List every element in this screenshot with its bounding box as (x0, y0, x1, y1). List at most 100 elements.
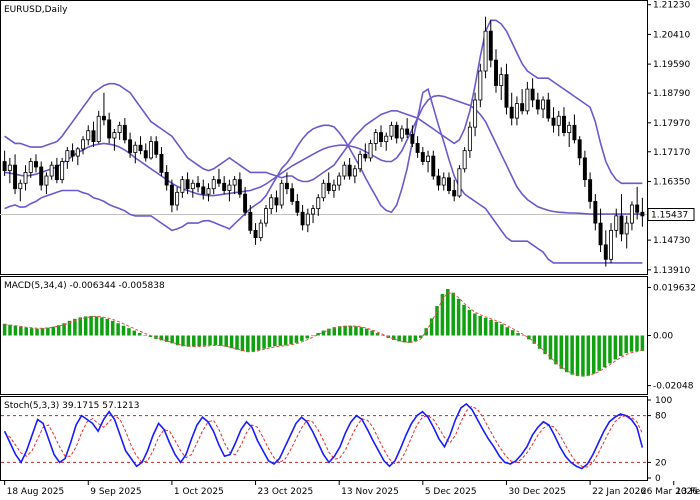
macd-bar (602, 335, 607, 368)
macd-tick-label: -0.02048 (653, 382, 694, 392)
macd-bar (575, 335, 580, 377)
candle-body (494, 59, 498, 86)
candle-body (128, 139, 133, 153)
candle (363, 143, 368, 162)
candle-body (373, 132, 378, 144)
candle (54, 157, 59, 184)
candle-body (7, 164, 12, 171)
candle-body (133, 144, 138, 153)
candle (149, 136, 153, 160)
candle (216, 168, 221, 187)
candle (446, 172, 451, 195)
candle-body (389, 124, 394, 137)
candle-body (368, 143, 373, 159)
macd-bar (375, 333, 380, 336)
stoch-signal-line (4, 405, 643, 468)
candle-body (253, 229, 258, 238)
macd-bar (343, 325, 347, 336)
candle-body (211, 179, 216, 190)
candle (483, 16, 488, 79)
candle (598, 208, 603, 253)
macd-bar (397, 335, 401, 342)
candle-body (75, 148, 80, 157)
candle-body (159, 153, 164, 173)
candle-body (13, 164, 18, 190)
time-tick-label: 9 Sep 2025 (90, 487, 141, 497)
candles (2, 16, 645, 267)
macd-bar (516, 333, 520, 336)
candle (331, 179, 336, 198)
candle (373, 128, 378, 151)
candle (248, 205, 253, 234)
candle (211, 176, 216, 195)
candle-body (363, 153, 368, 159)
candle-body (441, 177, 446, 186)
candle (96, 110, 101, 144)
candle (49, 161, 54, 180)
macd-bar (40, 328, 45, 336)
candle (7, 157, 12, 184)
macd-bar (159, 335, 164, 341)
candle-body (342, 164, 347, 177)
candle-body (227, 184, 232, 191)
macd-bar (348, 325, 353, 336)
macd-bar (94, 316, 99, 336)
candle-body (598, 222, 603, 246)
candle (410, 125, 415, 148)
macd-bar (467, 309, 472, 336)
macd-bar (337, 326, 342, 336)
candle-body (290, 188, 295, 202)
time-tick-label: 22 Jan 2026 (592, 487, 646, 497)
macd-pane[interactable]: MACD(5,34,4) -0.006344 -0.005838 0.01963… (0, 276, 696, 395)
candle (556, 110, 561, 137)
macd-bar (235, 335, 239, 350)
macd-bar (451, 292, 455, 336)
macd-bar (446, 289, 450, 336)
candle (300, 205, 305, 231)
candle-body (264, 208, 268, 224)
candle-body (530, 88, 535, 101)
candle-body (436, 175, 441, 186)
macd-bar (246, 335, 250, 353)
candle (399, 125, 404, 142)
macd-bar (2, 323, 7, 336)
macd-tick-label: 0.00 (653, 332, 673, 342)
candle-body (619, 215, 624, 235)
candle (384, 132, 389, 151)
candle-body (514, 103, 519, 119)
bollinger-middle-line (4, 94, 643, 215)
candle-body (431, 155, 436, 177)
candle (347, 157, 352, 180)
candle (154, 136, 159, 158)
price-tick-label: 1.19590 (653, 60, 690, 70)
candle-body (326, 182, 331, 191)
candle-body (446, 177, 451, 191)
candle (243, 186, 248, 216)
candle (253, 223, 258, 245)
candle (520, 89, 525, 115)
macd-bar (591, 335, 596, 374)
macd-bar (473, 313, 477, 336)
candle (227, 179, 232, 202)
stoch-pane[interactable]: Stoch(5,3,3) 39.1715 57.1213 100 80 20 0 (0, 396, 673, 484)
macd-bar (56, 325, 61, 336)
candle-body (305, 213, 310, 226)
candle-body (609, 229, 613, 260)
macd-bar (100, 317, 104, 336)
candle-body (316, 197, 321, 210)
macd-bar (527, 335, 531, 340)
price-pane[interactable]: EURUSD,Daily 1.21230 1.20410 1.19590 1.1879… (0, 0, 695, 276)
macd-bar (240, 335, 245, 352)
macd-bar (354, 326, 358, 336)
macd-bar (78, 317, 83, 336)
candle-body (295, 200, 300, 213)
macd-bar (429, 318, 434, 336)
time-tick-label: 18 Aug 2025 (7, 487, 65, 497)
candle-body (28, 161, 33, 173)
candle (133, 141, 138, 164)
candle-body (629, 204, 634, 224)
candle-body (154, 141, 159, 155)
candle-body (593, 200, 598, 224)
candle-body (149, 141, 153, 159)
